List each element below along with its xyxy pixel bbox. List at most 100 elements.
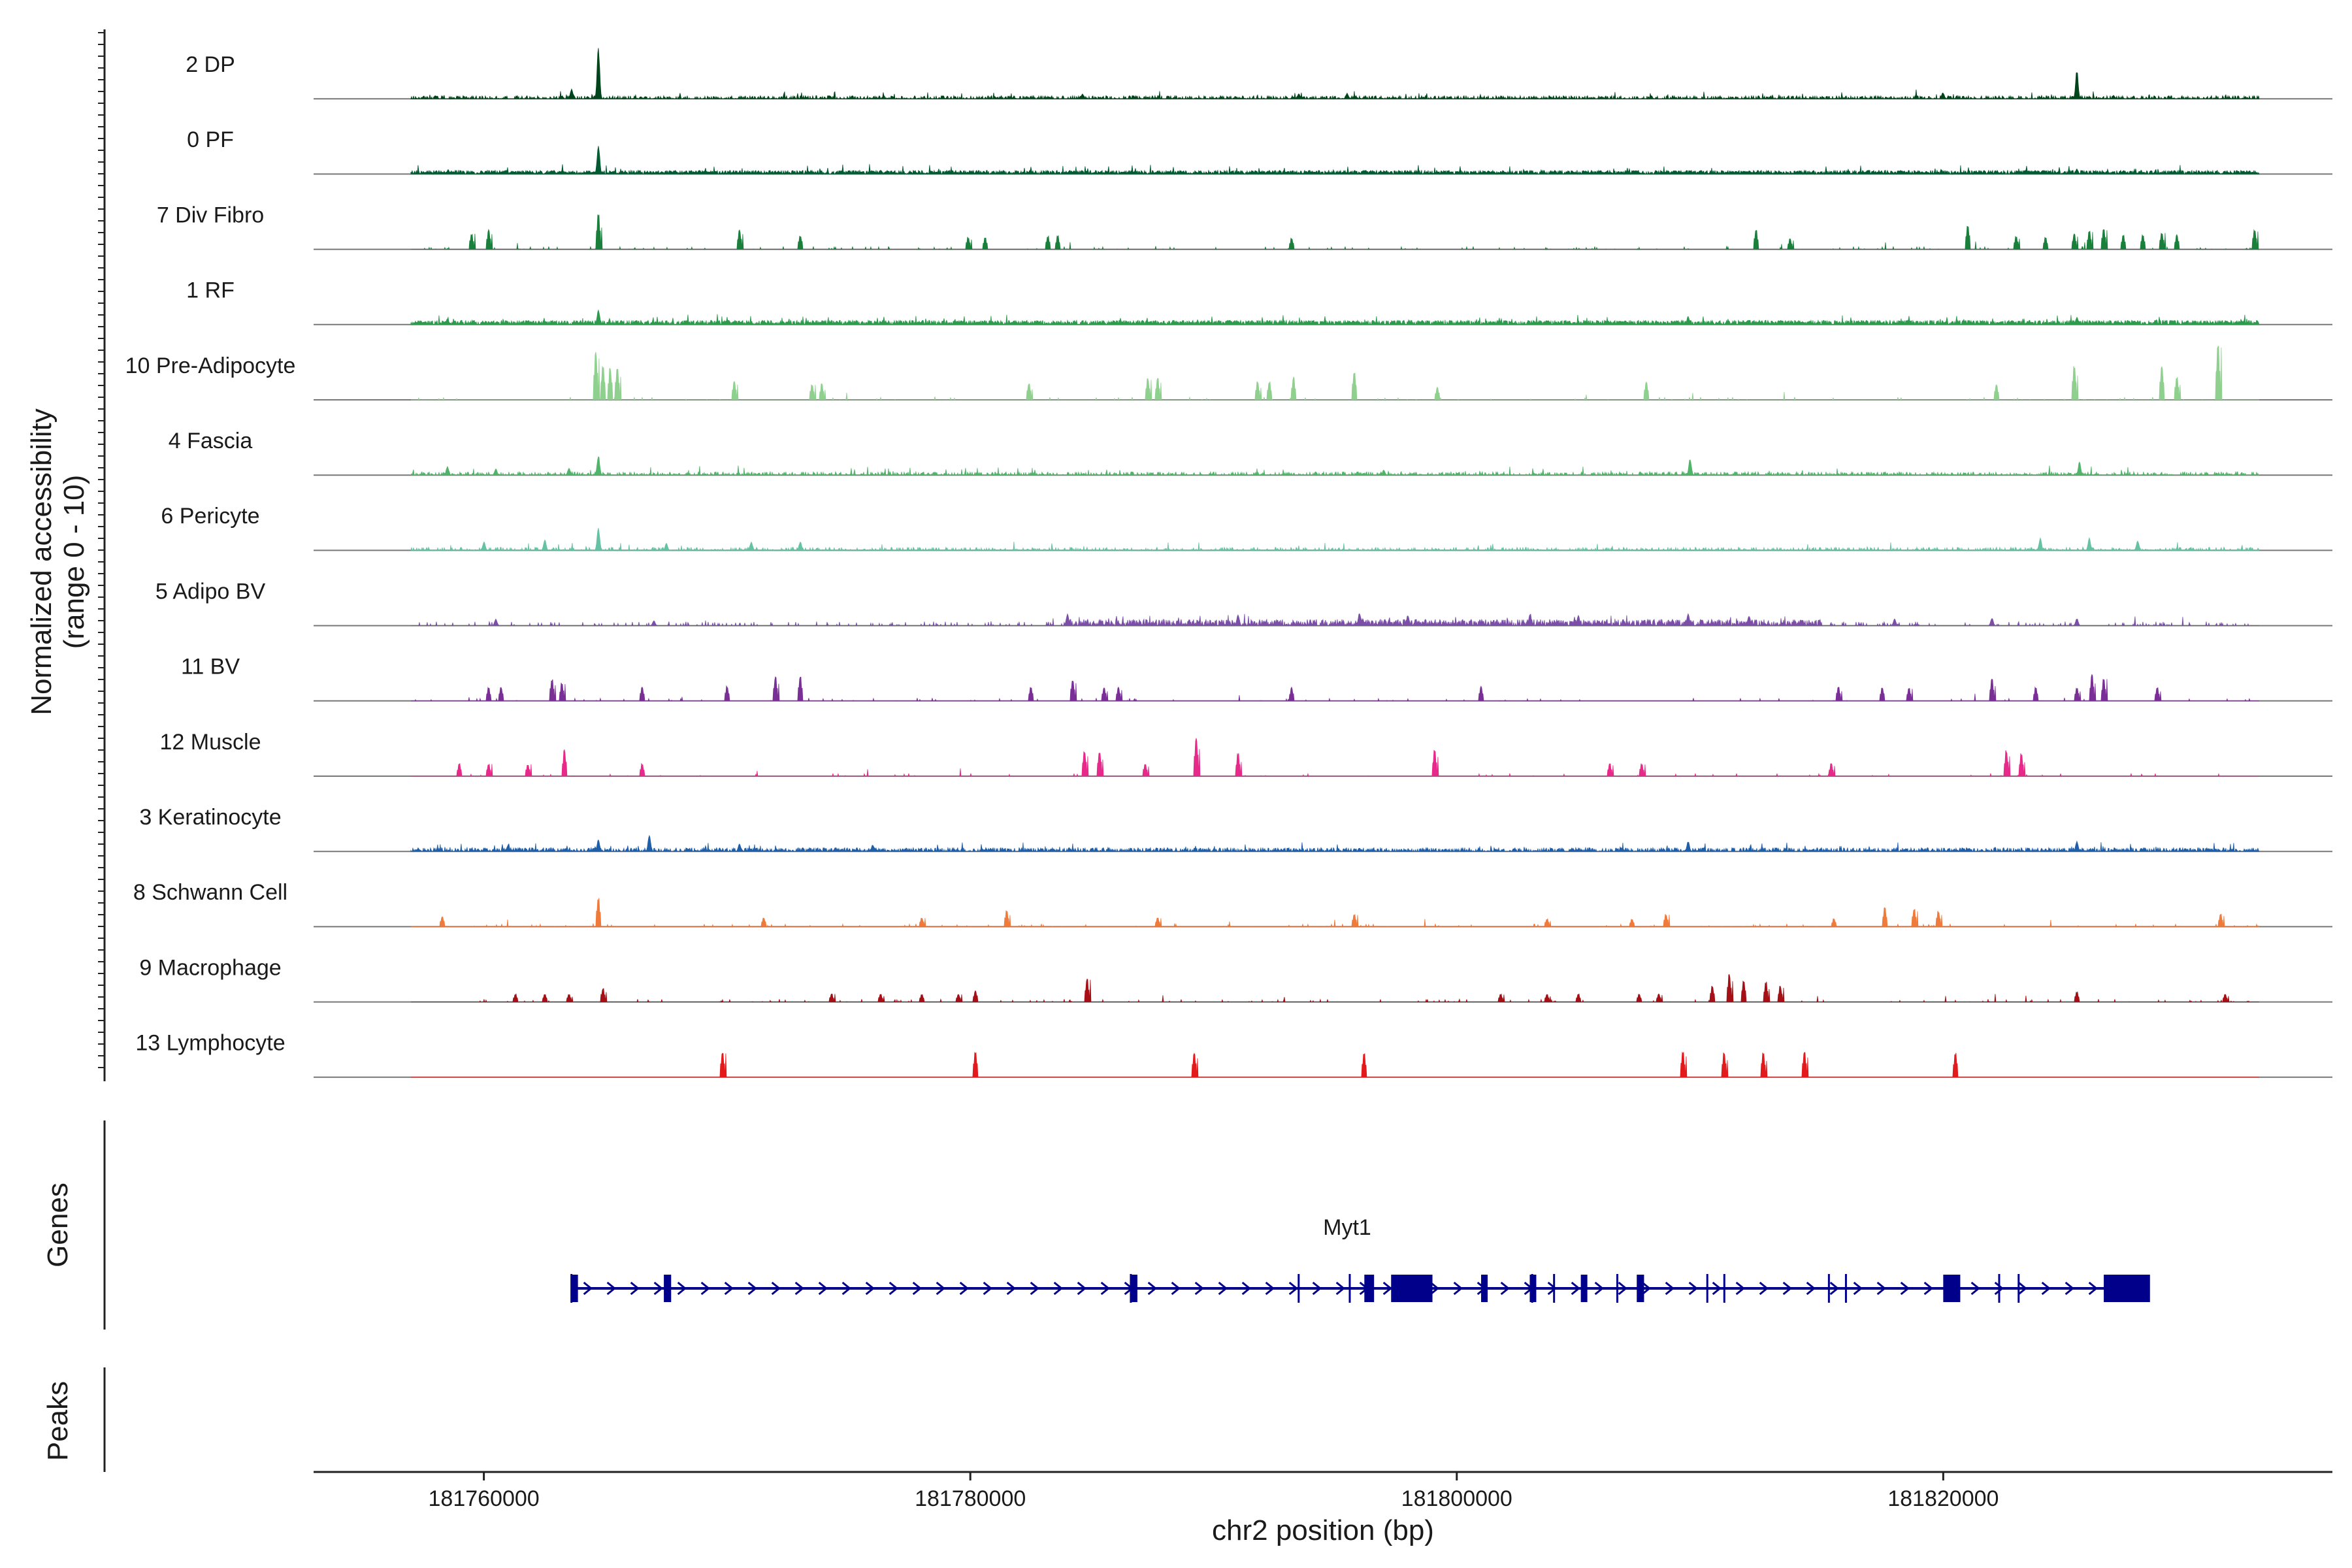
track-label: 12 Muscle bbox=[160, 730, 261, 755]
x-tick-label: 181780000 bbox=[915, 1486, 1026, 1511]
strand-arrow bbox=[653, 1281, 663, 1296]
track-3: 1 RF bbox=[186, 278, 2332, 326]
strand-arrow bbox=[1006, 1281, 1016, 1296]
strand-arrow bbox=[1194, 1281, 1204, 1296]
strand-arrow bbox=[1900, 1281, 1910, 1296]
track-signal bbox=[410, 309, 2260, 326]
strand-arrow bbox=[912, 1281, 922, 1296]
track-label: 7 Div Fibro bbox=[157, 203, 264, 227]
strand-arrow bbox=[1923, 1281, 1933, 1296]
track-signal bbox=[410, 1051, 2259, 1078]
track-signal bbox=[410, 48, 2260, 100]
gene-track bbox=[570, 1274, 2150, 1303]
accessibility-tracks: 2 DP 0 PF 7 Div Fibro 1 RF 10 Pre-Adipocyte 4… bbox=[125, 48, 2332, 1078]
track-signal bbox=[410, 214, 2259, 251]
track-label: 3 Keratinocyte bbox=[139, 805, 281, 830]
strand-arrow bbox=[1665, 1281, 1674, 1296]
genes-label: Genes bbox=[42, 1183, 74, 1267]
strand-arrow bbox=[1335, 1281, 1345, 1296]
strand-arrow bbox=[1853, 1281, 1863, 1296]
strand-arrow bbox=[1641, 1281, 1651, 1296]
strand-arrow bbox=[677, 1281, 687, 1296]
strand-arrow bbox=[1453, 1281, 1463, 1296]
strand-arrow bbox=[1053, 1281, 1063, 1296]
strand-arrow bbox=[959, 1281, 969, 1296]
strand-arrow bbox=[1312, 1281, 1322, 1296]
strand-arrow bbox=[1265, 1281, 1275, 1296]
strand-arrow bbox=[724, 1281, 734, 1296]
gene-name-label: Myt1 bbox=[1323, 1215, 1371, 1240]
strand-arrow bbox=[1876, 1281, 1886, 1296]
strand-arrow bbox=[1712, 1281, 1722, 1296]
strand-arrow bbox=[1288, 1281, 1298, 1296]
strand-arrow bbox=[1806, 1281, 1816, 1296]
gene-exon bbox=[1943, 1275, 1961, 1302]
gene-exon bbox=[1529, 1275, 1537, 1302]
strand-arrow bbox=[1618, 1281, 1627, 1296]
track-1: 0 PF bbox=[187, 127, 2332, 175]
gene-exon bbox=[571, 1275, 578, 1302]
track-signal bbox=[410, 974, 2259, 1003]
gene-exon bbox=[1637, 1275, 1644, 1302]
strand-arrow bbox=[1429, 1281, 1439, 1296]
strand-arrow bbox=[747, 1281, 757, 1296]
strand-arrow bbox=[1547, 1281, 1557, 1296]
x-tick-label: 181820000 bbox=[1887, 1486, 1999, 1511]
strand-arrow bbox=[1171, 1281, 1181, 1296]
strand-arrow bbox=[818, 1281, 828, 1296]
track-signal bbox=[410, 146, 2260, 175]
strand-arrow bbox=[1759, 1281, 1769, 1296]
strand-arrow bbox=[1030, 1281, 1039, 1296]
track-11: 8 Schwann Cell bbox=[133, 880, 2332, 928]
strand-arrow bbox=[794, 1281, 804, 1296]
track-signal bbox=[410, 674, 2259, 702]
track-label: 1 RF bbox=[186, 278, 235, 303]
track-signal bbox=[410, 346, 2259, 400]
gene-exon bbox=[664, 1275, 672, 1302]
track-12: 9 Macrophage bbox=[139, 955, 2332, 1003]
y-axis-label-line1: Normalized accessibility bbox=[25, 408, 57, 715]
strand-arrow bbox=[771, 1281, 781, 1296]
track-signal bbox=[410, 898, 2259, 928]
track-6: 6 Pericyte bbox=[161, 504, 2332, 551]
strand-arrow bbox=[889, 1281, 898, 1296]
x-tick-label: 181800000 bbox=[1401, 1486, 1512, 1511]
peaks-label: Peaks bbox=[42, 1381, 74, 1461]
track-signal bbox=[410, 456, 2259, 476]
x-tick-label: 181760000 bbox=[429, 1486, 540, 1511]
gene-exon bbox=[1130, 1275, 1137, 1302]
gene-exon bbox=[1580, 1275, 1588, 1302]
strand-arrow bbox=[2065, 1281, 2074, 1296]
strand-arrow bbox=[606, 1281, 616, 1296]
track-13: 13 Lymphocyte bbox=[135, 1031, 2332, 1078]
strand-arrow bbox=[583, 1281, 593, 1296]
y-axis-label-line2: (range 0 - 10) bbox=[58, 475, 90, 649]
strand-arrow bbox=[983, 1281, 992, 1296]
track-7: 5 Adipo BV bbox=[155, 579, 2332, 627]
strand-arrow bbox=[700, 1281, 710, 1296]
track-label: 2 DP bbox=[186, 52, 235, 77]
strand-arrow bbox=[2017, 1281, 2027, 1296]
gene-exon bbox=[1480, 1275, 1488, 1302]
track-signal bbox=[410, 528, 2260, 551]
x-axis-title: chr2 position (bp) bbox=[1212, 1514, 1434, 1546]
gene-exon bbox=[1391, 1275, 1433, 1302]
strand-arrow bbox=[2088, 1281, 2098, 1296]
strand-arrow bbox=[1241, 1281, 1251, 1296]
strand-arrow bbox=[1594, 1281, 1604, 1296]
strand-arrow bbox=[1382, 1281, 1392, 1296]
track-label: 9 Macrophage bbox=[139, 955, 281, 980]
track-label: 5 Adipo BV bbox=[155, 579, 266, 604]
track-5: 4 Fascia bbox=[169, 429, 2332, 476]
track-2: 7 Div Fibro bbox=[157, 203, 2332, 251]
gene-exon bbox=[2104, 1275, 2150, 1302]
strand-arrow bbox=[1829, 1281, 1839, 1296]
track-label: 8 Schwann Cell bbox=[133, 880, 287, 905]
strand-arrow bbox=[1077, 1281, 1086, 1296]
y-axis-ticks bbox=[98, 32, 105, 1068]
track-label: 0 PF bbox=[187, 127, 234, 152]
track-signal bbox=[410, 834, 2260, 853]
strand-arrow bbox=[865, 1281, 875, 1296]
